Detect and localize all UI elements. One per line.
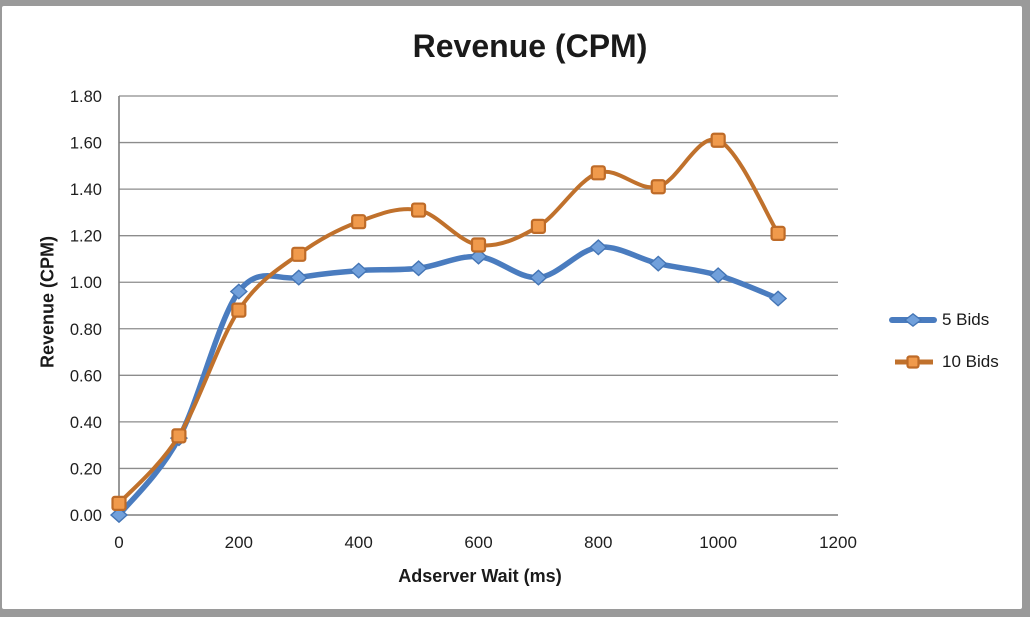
svg-text:0: 0 — [114, 533, 123, 552]
svg-text:0.00: 0.00 — [70, 507, 102, 525]
legend-label-10-bids: 10 Bids — [942, 352, 999, 371]
svg-text:200: 200 — [225, 533, 253, 552]
svg-text:1.40: 1.40 — [70, 181, 102, 199]
legend-item-10-bids[interactable]: 10 Bids — [888, 348, 999, 376]
plot-area: 0.00 0.20 0.40 0.60 0.80 1.00 1.20 1.40 1.60 1.80… — [70, 88, 857, 552]
svg-text:600: 600 — [464, 533, 492, 552]
svg-text:1200: 1200 — [819, 533, 857, 552]
svg-text:400: 400 — [344, 533, 372, 552]
diamond-marker-icon — [889, 312, 937, 328]
svg-text:0.40: 0.40 — [70, 414, 102, 432]
series-5-bids — [109, 239, 788, 524]
series-10-bids — [111, 132, 786, 511]
svg-text:1.20: 1.20 — [70, 228, 102, 246]
x-tick-labels: 0 200 400 600 800 1000 1200 — [114, 533, 857, 552]
svg-text:1.00: 1.00 — [70, 274, 102, 292]
gridlines — [119, 95, 838, 516]
svg-text:0.20: 0.20 — [70, 460, 102, 478]
svg-text:0.60: 0.60 — [70, 367, 102, 385]
svg-text:800: 800 — [584, 533, 612, 552]
legend-label-5-bids: 5 Bids — [942, 310, 990, 329]
svg-text:1000: 1000 — [699, 533, 737, 552]
square-marker-icon — [895, 355, 933, 369]
svg-text:1.60: 1.60 — [70, 135, 102, 153]
y-axis-title: Revenue (CPM) — [37, 235, 58, 369]
svg-text:1.80: 1.80 — [70, 88, 102, 106]
x-axis-title: Adserver Wait (ms) — [398, 566, 562, 586]
chart-frame: Revenue (CPM) 0.00 0.20 0.40 0.60 0.80 1.00 1.… — [2, 6, 1022, 609]
chart-title: Revenue (CPM) — [412, 28, 648, 64]
y-tick-labels: 0.00 0.20 0.40 0.60 0.80 1.00 1.20 1.40 1.60 1.80 — [70, 88, 102, 525]
legend-item-5-bids[interactable]: 5 Bids — [888, 306, 999, 334]
svg-text:0.80: 0.80 — [70, 321, 102, 339]
legend: 5 Bids 10 Bids — [888, 306, 999, 376]
